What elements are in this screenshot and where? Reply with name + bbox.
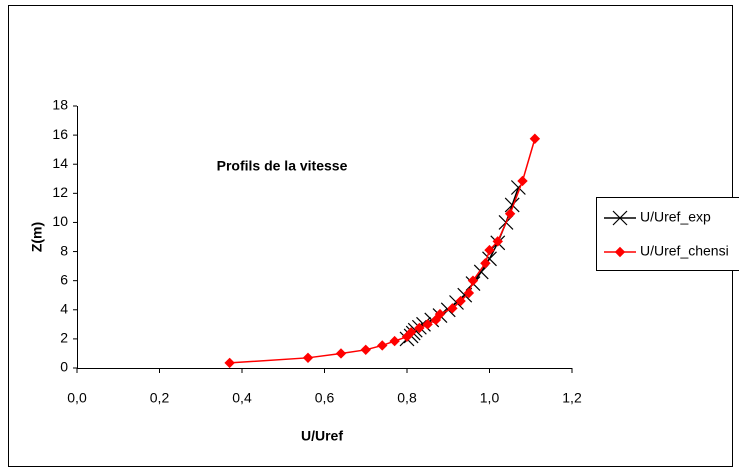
marker [463,287,475,299]
legend-box [596,197,739,271]
marker [430,314,442,326]
x-tick-label: 1,2 [562,390,582,406]
marker [517,175,528,187]
x-axis-label: U/Uref [301,428,343,444]
marker [389,335,400,347]
y-tick-label: 16 [52,126,68,142]
y-axis-label: Z(m) [29,222,45,252]
y-tick-label: 2 [60,330,68,346]
marker [405,327,417,338]
marker [360,344,371,356]
y-tick-label: 18 [52,97,68,113]
marker [614,246,626,258]
x-tick-label: 0,0 [67,390,87,406]
marker [612,210,628,226]
x-tick-label: 1,0 [480,390,500,406]
y-tick-label: 0 [60,359,68,375]
x-tick-label: 0,8 [397,390,417,406]
marker [455,295,466,307]
y-tick-label: 8 [60,242,68,258]
y-tick-label: 4 [60,300,68,316]
marker [302,352,314,364]
x-tick-label: 0,6 [315,390,335,406]
legend-label: U/Uref_chensi [640,243,729,259]
marker [414,322,425,334]
chart-title: Profils de la vitesse [217,158,348,174]
marker [529,133,541,144]
marker [480,257,491,269]
marker [504,197,520,213]
marker [467,275,479,286]
y-tick-label: 6 [60,271,68,287]
marker [447,303,458,314]
marker [492,236,503,247]
marker [434,308,446,320]
marker [377,340,388,351]
marker [422,319,433,330]
y-tick-label: 12 [52,184,68,200]
legend-label: U/Uref_exp [640,209,711,225]
marker [335,348,347,359]
marker [504,208,516,219]
x-tick-label: 0,2 [150,390,170,406]
y-tick-label: 14 [52,155,68,171]
x-tick-label: 0,4 [232,390,252,406]
y-tick-label: 10 [52,213,68,229]
marker [224,357,235,369]
marker [484,244,495,256]
